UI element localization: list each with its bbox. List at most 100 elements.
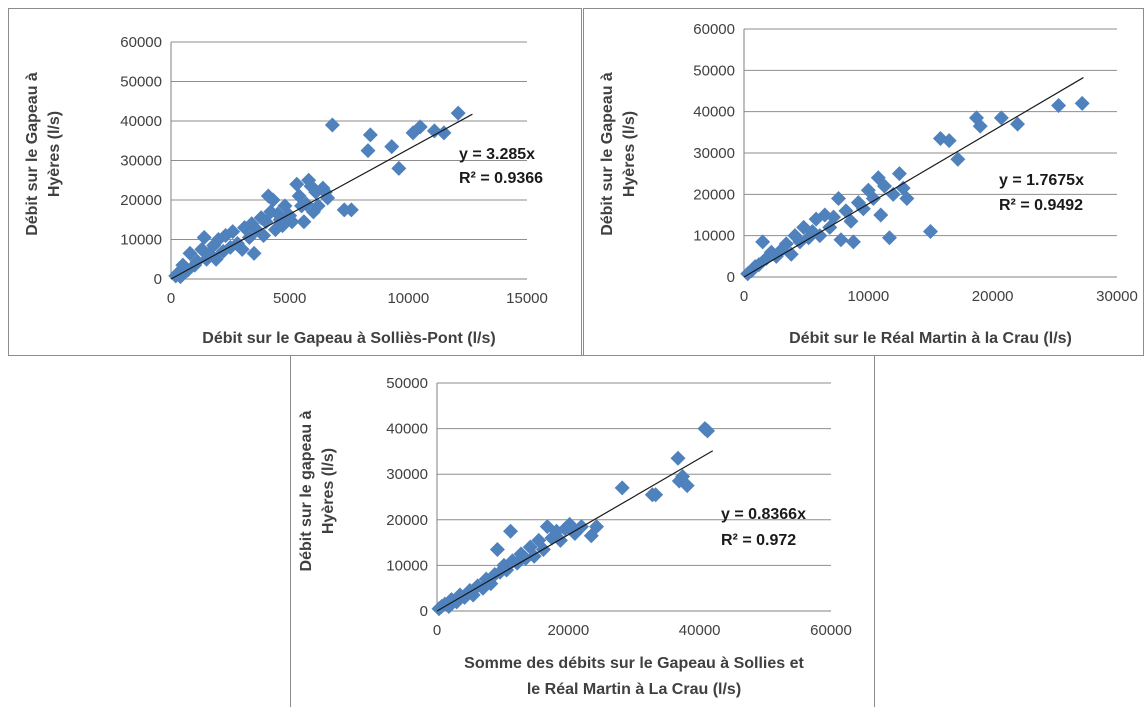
data-point [648,487,664,503]
data-point [808,211,824,227]
data-point [1010,116,1026,132]
x-tick-label: 20000 [972,288,1014,305]
data-point [189,253,205,269]
data-point [675,468,691,484]
data-point [360,143,376,159]
data-point [993,110,1009,126]
y-tick-label: 0 [154,271,162,288]
y-tick-label: 40000 [120,113,162,130]
data-point [449,594,465,610]
data-point [489,541,505,557]
data-point [923,224,938,240]
trendline-equation: y = 1.7675x [999,172,1084,189]
y-tick-label: 40000 [693,104,735,121]
y-axis-title-line: Hyères (l/s) [46,111,63,197]
data-point [450,105,466,121]
x-tick-label: 10000 [847,288,889,305]
x-axis-title-line: le Réal Martin à La Crau (l/s) [527,681,741,698]
data-point [778,236,794,252]
data-point [253,210,269,226]
data-point [234,241,250,257]
data-point [503,523,519,539]
data-point [513,546,529,562]
data-point [843,213,859,229]
y-tick-label: 10000 [120,232,162,249]
data-point [899,190,915,206]
data-point [670,450,686,466]
data-point [792,234,808,250]
data-point [1051,97,1067,113]
data-point [783,246,799,262]
data-point [362,127,378,143]
data-point [763,244,779,260]
y-tick-label: 10000 [693,228,735,245]
y-tick-label: 20000 [693,186,735,203]
y-tick-label: 60000 [120,34,162,51]
data-point [755,234,771,250]
y-axis-title-line: Débit sur le Gapeau à [599,72,616,236]
data-point [384,139,400,155]
data-point [552,532,568,548]
data-point [522,539,538,555]
x-tick-label: 60000 [810,622,852,639]
x-axis-title: Débit sur le Gapeau à Solliès-Pont (l/s) [202,330,495,347]
y-tick-label: 30000 [386,466,428,483]
y-tick-label: 0 [420,603,428,620]
y-tick-label: 10000 [386,557,428,574]
data-point [826,209,842,225]
data-point [289,176,305,192]
data-point [457,589,473,605]
data-point [320,190,336,206]
data-point [870,170,886,186]
x-tick-label: 0 [740,288,748,305]
data-point [881,230,897,246]
data-point [1074,95,1090,111]
r-squared-label: R² = 0.9366 [459,170,543,187]
data-point [876,178,892,194]
data-point [284,214,300,230]
trendline-equation: y = 3.285x [459,146,535,163]
data-point [412,119,428,135]
y-axis-title-line: Hyères (l/s) [621,111,638,197]
y-tick-label: 20000 [386,512,428,529]
data-point [208,251,224,267]
scatter-chart-sum-of-flows: 0 10000 20000 30000 40000 50000 0 20000 40000 600… [298,375,852,698]
x-tick-label: 0 [167,290,175,307]
trendline-equation: y = 0.8366x [721,506,806,523]
scatter-chart-real-martin: 0 10000 20000 30000 40000 50000 60000 0 10000 200… [599,21,1138,347]
y-tick-label: 0 [727,269,735,286]
data-point [865,190,881,206]
y-tick-label: 50000 [120,74,162,91]
x-tick-label: 20000 [547,622,589,639]
x-axis-title: Débit sur le Réal Martin à la Crau (l/s) [789,330,1072,347]
data-point [885,186,901,202]
data-point [391,160,407,176]
data-point [700,423,716,439]
data-point [845,234,861,250]
data-point [296,214,312,230]
data-point [589,519,605,535]
trendline [170,113,473,280]
y-tick-label: 50000 [693,62,735,79]
scatter-chart-sollies-pont: 0 10000 20000 30000 40000 50000 60000 0 5000 1000… [24,34,548,347]
data-point [787,228,803,244]
data-point [196,230,212,246]
x-tick-label: 10000 [387,290,429,307]
r-squared-label: R² = 0.972 [721,532,796,549]
trendline [436,450,714,612]
data-point [182,245,198,261]
y-tick-label: 30000 [120,153,162,170]
x-tick-label: 15000 [506,290,548,307]
data-point [265,192,281,208]
y-axis-title-line: Débit sur le gapeau à [298,410,315,571]
data-point [426,123,442,139]
data-point [830,190,846,206]
y-tick-label: 20000 [120,192,162,209]
y-tick-label: 60000 [693,21,735,38]
chart-panel-hyeres-vs-sum: 0 10000 20000 30000 40000 50000 0 20000 40000 600… [290,355,875,707]
chart-panel-hyeres-vs-sollies-pont: 0 10000 20000 30000 40000 50000 60000 0 5000 1000… [8,8,582,356]
x-tick-label: 30000 [1096,288,1138,305]
data-point [436,125,452,141]
trendline [743,77,1084,278]
data-point [324,117,340,133]
